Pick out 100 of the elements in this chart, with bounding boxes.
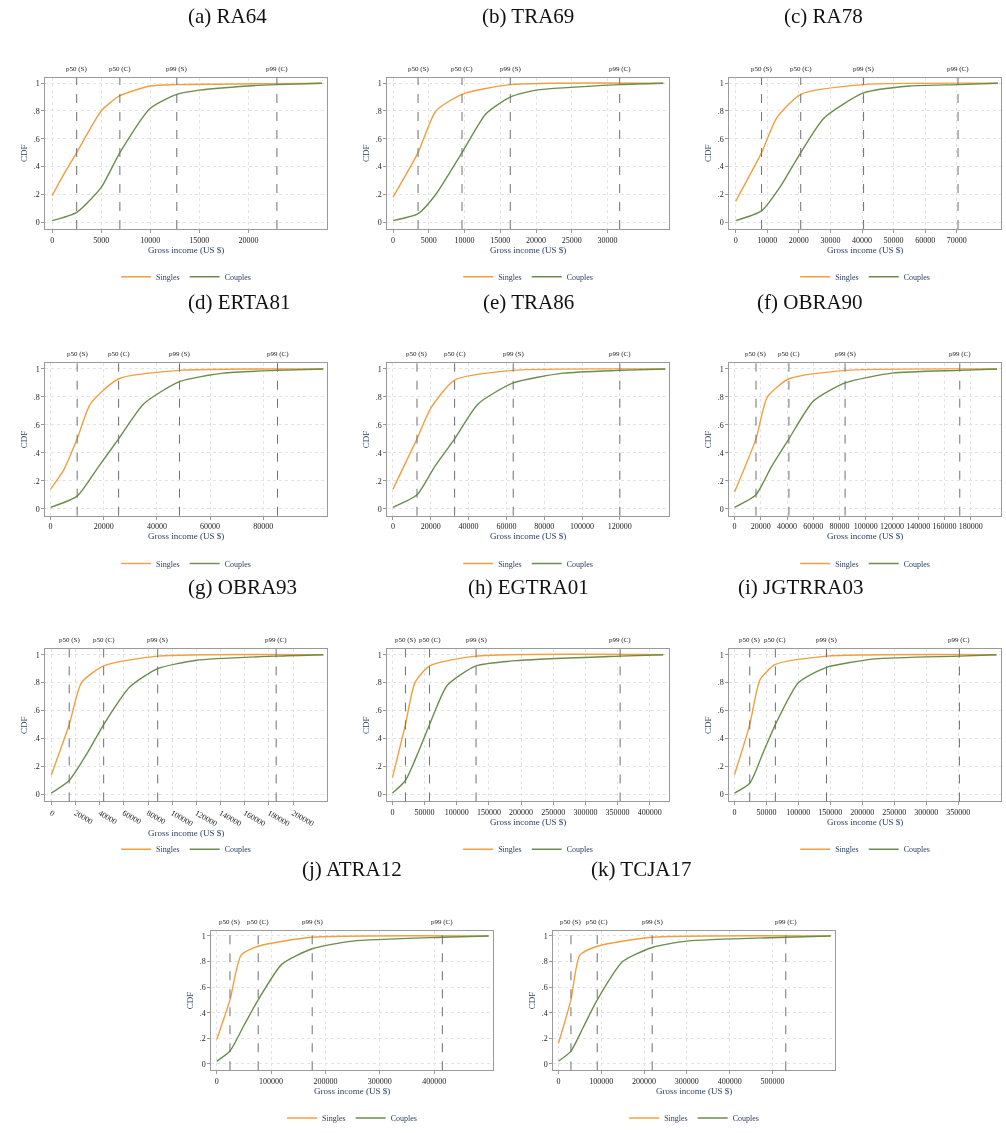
x-tick-label: 60000 xyxy=(803,522,824,532)
legend-label: Singles xyxy=(156,559,180,569)
x-tick-label: 0 xyxy=(390,522,395,532)
y-tick-label: .8 xyxy=(33,106,40,116)
y-tick-label: 0 xyxy=(201,1059,206,1069)
chart-title: (b) TRA69 xyxy=(482,4,575,28)
y-tick-label: .2 xyxy=(33,762,40,772)
y-tick-label: .6 xyxy=(717,420,724,430)
y-tick-label: .2 xyxy=(33,476,40,486)
x-tick-label: 400000 xyxy=(637,808,662,818)
y-tick-label: .6 xyxy=(717,706,724,716)
legend-label: Couples xyxy=(390,1114,417,1124)
x-tick-label: 20000 xyxy=(238,235,259,245)
chart-title: (a) RA64 xyxy=(188,4,268,28)
x-tick-label: 0 xyxy=(390,808,395,818)
y-tick-label: .6 xyxy=(33,420,40,430)
legend-label: Singles xyxy=(156,845,180,855)
x-tick-label: 140000 xyxy=(906,522,931,532)
y-tick-label: .6 xyxy=(33,134,40,144)
x-axis-title: Gross income (US $) xyxy=(656,1085,733,1096)
y-tick-label: .4 xyxy=(375,734,382,744)
legend-label: Singles xyxy=(664,1114,688,1124)
y-tick-label: .8 xyxy=(717,392,724,402)
y-tick-label: .2 xyxy=(375,190,382,200)
legend-label: Singles xyxy=(835,272,859,282)
legend-label: Singles xyxy=(835,559,859,569)
x-tick-label: 80000 xyxy=(253,522,274,532)
y-tick-label: .2 xyxy=(717,190,724,200)
chart-title: (h) EGTRA01 xyxy=(468,575,589,599)
x-tick-label: 400000 xyxy=(717,1076,742,1086)
y-tick-label: .4 xyxy=(33,734,40,744)
y-tick-label: .4 xyxy=(717,448,724,458)
x-tick-label: 30000 xyxy=(820,235,841,245)
x-tick-label: 50000 xyxy=(756,808,777,818)
y-tick-label: 1 xyxy=(201,931,206,941)
y-axis-title: CDF xyxy=(185,991,196,1010)
x-tick-label: 10000 xyxy=(454,235,475,245)
y-tick-label: .2 xyxy=(717,476,724,486)
y-tick-label: .4 xyxy=(717,734,724,744)
x-tick-label: 100000 xyxy=(259,1076,284,1086)
legend-label: Singles xyxy=(498,845,522,855)
y-tick-label: .2 xyxy=(717,762,724,772)
y-tick-label: .2 xyxy=(199,1034,206,1044)
x-tick-label: 120000 xyxy=(880,522,905,532)
chart-title: (k) TCJA17 xyxy=(591,857,692,881)
y-tick-label: 0 xyxy=(719,790,724,800)
x-axis-title: Gross income (US $) xyxy=(827,531,904,542)
x-tick-label: 40000 xyxy=(777,522,798,532)
y-axis-title: CDF xyxy=(361,144,372,163)
legend-label: Couples xyxy=(903,559,930,569)
y-tick-label: .6 xyxy=(375,706,382,716)
y-tick-label: 0 xyxy=(377,504,382,514)
x-tick-label: 100000 xyxy=(853,522,878,532)
x-tick-label: 5000 xyxy=(420,235,437,245)
y-tick-label: 0 xyxy=(543,1059,548,1069)
x-tick-label: 25000 xyxy=(561,235,582,245)
x-tick-label: 0 xyxy=(391,235,396,245)
x-tick-label: 20000 xyxy=(93,522,114,532)
x-tick-label: 0 xyxy=(48,808,57,819)
x-tick-label: 0 xyxy=(732,522,737,532)
x-tick-label: 150000 xyxy=(818,808,843,818)
line-series xyxy=(392,82,664,222)
legend-label: Couples xyxy=(903,845,930,855)
legend-label: Couples xyxy=(566,845,593,855)
x-tick-label: 80000 xyxy=(829,522,850,532)
x-tick-label: 80000 xyxy=(534,522,555,532)
x-tick-label: 0 xyxy=(733,235,738,245)
x-tick-label: 100000 xyxy=(444,808,469,818)
y-tick-label: .6 xyxy=(375,134,382,144)
x-axis-title: Gross income (US $) xyxy=(313,1085,391,1096)
y-tick-label: .6 xyxy=(199,982,206,992)
x-tick-label: 15000 xyxy=(490,235,511,245)
y-axis-title: CDF xyxy=(527,991,538,1010)
y-tick-label: .8 xyxy=(33,392,40,402)
x-tick-label: 200000 xyxy=(850,808,875,818)
x-tick-label: 300000 xyxy=(914,808,939,818)
x-tick-label: 160000 xyxy=(932,522,957,532)
legend-label: Singles xyxy=(835,845,859,855)
y-tick-label: .6 xyxy=(33,706,40,716)
y-tick-label: 0 xyxy=(35,504,40,514)
y-tick-label: .2 xyxy=(33,190,40,200)
y-tick-label: 0 xyxy=(377,217,382,227)
y-tick-label: .4 xyxy=(199,1008,206,1018)
x-tick-label: 300000 xyxy=(367,1076,392,1086)
x-tick-label: 40000 xyxy=(852,235,872,245)
legend-label: Singles xyxy=(156,272,180,282)
x-tick-label: 500000 xyxy=(760,1076,785,1086)
x-tick-label: 60000 xyxy=(200,522,221,532)
x-axis-title: Gross income (US $) xyxy=(827,244,904,255)
y-axis-title: CDF xyxy=(703,716,714,735)
y-tick-label: .6 xyxy=(541,982,548,992)
x-tick-label: 60000 xyxy=(496,522,517,532)
chart-title: (d) ERTA81 xyxy=(188,290,291,314)
x-tick-label: 60000 xyxy=(915,235,936,245)
x-tick-label: 250000 xyxy=(882,808,907,818)
y-tick-label: .8 xyxy=(375,392,382,402)
y-tick-label: .6 xyxy=(375,420,382,430)
y-tick-label: .2 xyxy=(375,476,382,486)
chart-title: (g) OBRA93 xyxy=(188,575,298,599)
x-tick-label: 20000 xyxy=(788,235,809,245)
